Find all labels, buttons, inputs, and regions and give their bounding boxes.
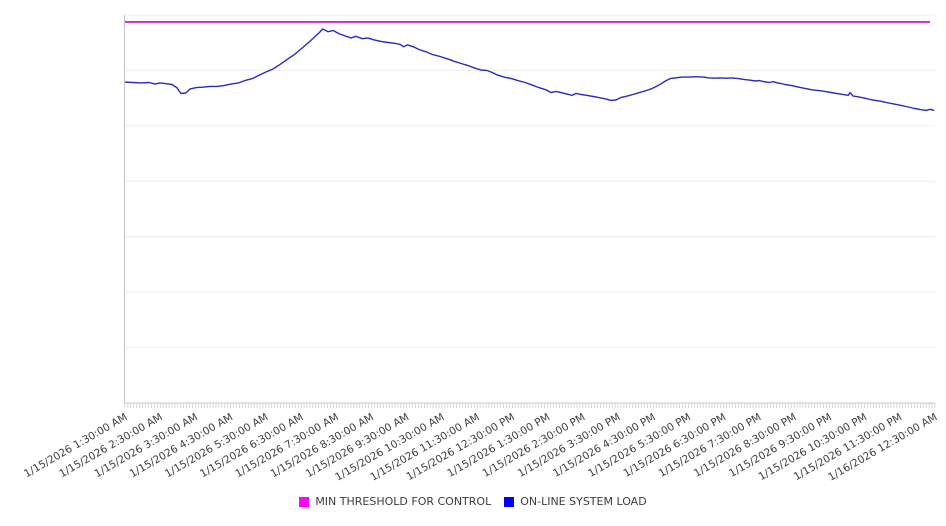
x-axis-minor-ticks — [124, 403, 936, 408]
system-load-swatch-icon — [504, 496, 515, 507]
legend-item-min-threshold[interactable]: MIN THRESHOLD FOR CONTROL — [299, 495, 491, 508]
min-threshold-swatch-icon — [299, 496, 310, 507]
legend-label-min-threshold: MIN THRESHOLD FOR CONTROL — [315, 495, 492, 508]
system-load-line — [124, 28, 935, 112]
legend-item-system-load[interactable]: ON-LINE SYSTEM LOAD — [504, 495, 647, 508]
chart-legend: MIN THRESHOLD FOR CONTROL ON-LINE SYSTEM… — [0, 495, 946, 508]
legend-label-system-load: ON-LINE SYSTEM LOAD — [520, 495, 647, 508]
